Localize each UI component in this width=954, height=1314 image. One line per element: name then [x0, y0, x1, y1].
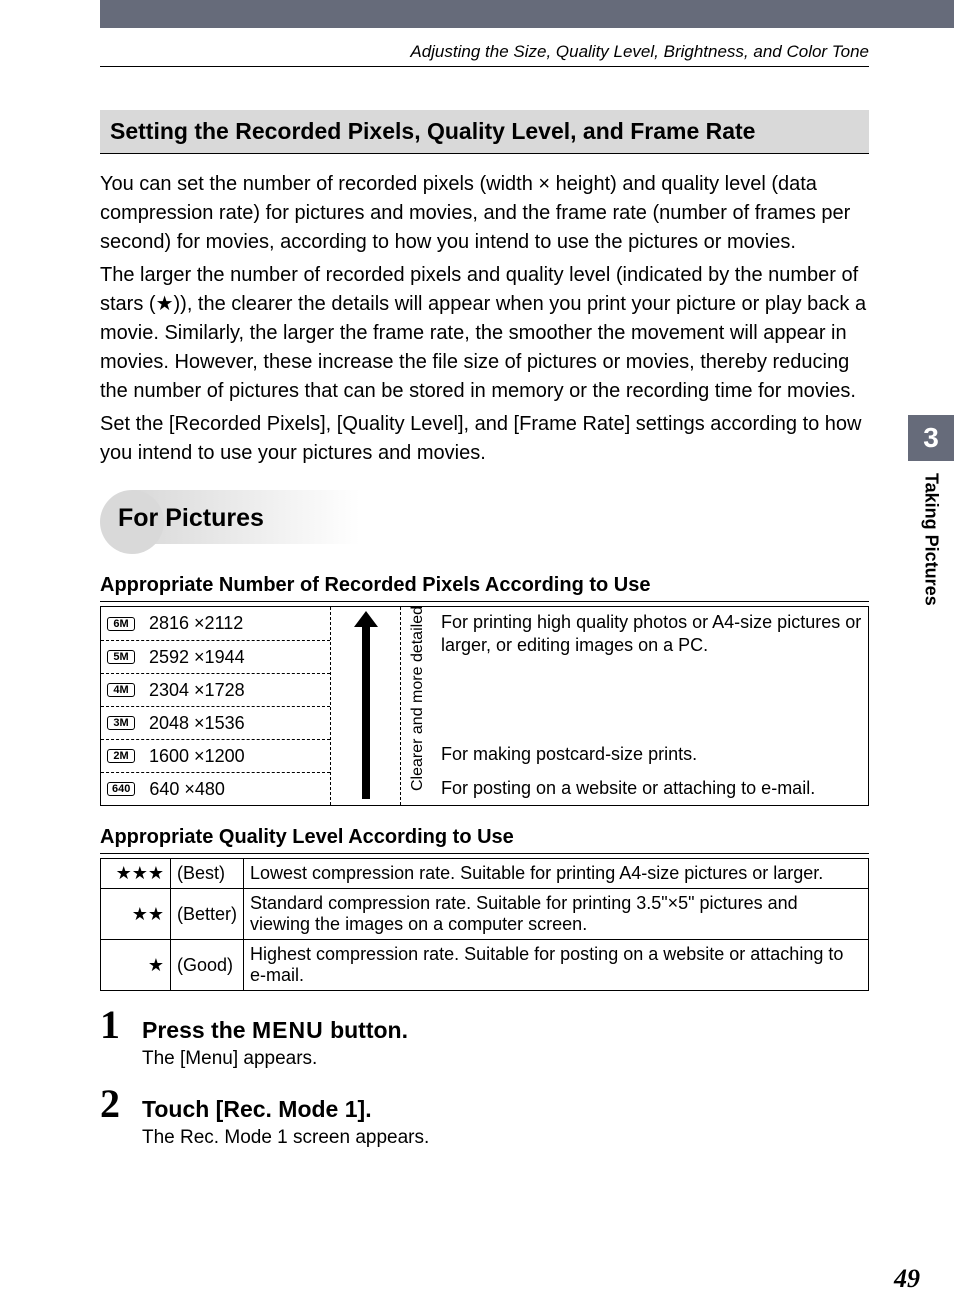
quality-stars: ★ [101, 940, 171, 991]
step-title: Touch [Rec. Mode 1]. [142, 1096, 869, 1123]
step-body: Press the MENU button. The [Menu] appear… [142, 1017, 869, 1070]
pixels-use-col: For printing high quality photos or A4-s… [401, 607, 868, 805]
section-heading: Setting the Recorded Pixels, Quality Lev… [100, 110, 869, 154]
pixels-arrow-col: Clearer and more detailed [331, 607, 401, 805]
step-body: Touch [Rec. Mode 1]. The Rec. Mode 1 scr… [142, 1096, 869, 1149]
px-badge: 3M [107, 716, 135, 730]
px-dim: 2304 ×1728 [149, 680, 245, 701]
running-header: Adjusting the Size, Quality Level, Brigh… [100, 42, 869, 67]
top-bar [100, 0, 954, 28]
px-badge: 6M [107, 617, 135, 631]
step-title-c: button. [324, 1017, 408, 1043]
px-row: 4M 2304 ×1728 [101, 673, 330, 706]
quality-stars: ★★★ [101, 859, 171, 889]
page-number: 49 [894, 1264, 920, 1294]
subsection-oval: For Pictures [100, 490, 869, 554]
pixels-table: 6M 2816 ×2112 5M 2592 ×1944 4M 2304 ×172… [100, 606, 869, 806]
use-bot: For posting on a website or attaching to… [441, 777, 864, 800]
step-desc: The [Menu] appears. [142, 1048, 869, 1070]
quality-label: (Better) [171, 889, 244, 940]
intro-p2-b: )), the clearer the details will appear … [100, 293, 866, 402]
pixels-left-col: 6M 2816 ×2112 5M 2592 ×1944 4M 2304 ×172… [101, 607, 331, 805]
table-row: ★★ (Better) Standard compression rate. S… [101, 889, 869, 940]
use-top: For printing high quality photos or A4-s… [441, 611, 864, 658]
step-title-a: Press the [142, 1017, 252, 1043]
px-badge: 4M [107, 683, 135, 697]
px-row: 2M 1600 ×1200 [101, 739, 330, 772]
intro-paragraph-2: The larger the number of recorded pixels… [100, 261, 869, 406]
px-dim: 2048 ×1536 [149, 713, 245, 734]
px-badge: 2M [107, 749, 135, 763]
px-dim: 640 ×480 [149, 779, 225, 800]
px-row: 640 640 ×480 [101, 772, 330, 805]
quality-subheading: Appropriate Quality Level According to U… [100, 826, 869, 854]
pixels-subheading: Appropriate Number of Recorded Pixels Ac… [100, 574, 869, 602]
star-icon: ★ [156, 293, 174, 315]
px-row: 6M 2816 ×2112 [101, 607, 330, 640]
subsection-title: For Pictures [118, 504, 264, 533]
oval-bg: For Pictures [100, 490, 360, 554]
quality-table: ★★★ (Best) Lowest compression rate. Suit… [100, 858, 869, 991]
px-dim: 2816 ×2112 [149, 613, 243, 634]
step-2: 2 Touch [Rec. Mode 1]. The Rec. Mode 1 s… [100, 1084, 869, 1149]
step-number: 2 [100, 1084, 142, 1124]
quality-stars: ★★ [101, 889, 171, 940]
step-desc: The Rec. Mode 1 screen appears. [142, 1127, 869, 1149]
intro-paragraph-3: Set the [Recorded Pixels], [Quality Leve… [100, 410, 869, 468]
arrow-body [362, 625, 370, 799]
chapter-number-box: 3 [908, 415, 954, 461]
px-badge: 640 [107, 782, 135, 796]
px-row: 3M 2048 ×1536 [101, 706, 330, 739]
px-dim: 2592 ×1944 [149, 647, 245, 668]
use-mid: For making postcard-size prints. [441, 743, 864, 766]
quality-desc: Lowest compression rate. Suitable for pr… [244, 859, 869, 889]
quality-desc: Highest compression rate. Suitable for p… [244, 940, 869, 991]
step-title: Press the MENU button. [142, 1017, 869, 1044]
px-row: 5M 2592 ×1944 [101, 640, 330, 673]
quality-label: (Best) [171, 859, 244, 889]
quality-label: (Good) [171, 940, 244, 991]
px-dim: 1600 ×1200 [149, 746, 245, 767]
quality-desc: Standard compression rate. Suitable for … [244, 889, 869, 940]
step-number: 1 [100, 1005, 142, 1045]
menu-button-label: MENU [252, 1017, 324, 1043]
side-tab: 3 Taking Pictures [908, 415, 954, 606]
px-badge: 5M [107, 650, 135, 664]
step-1: 1 Press the MENU button. The [Menu] appe… [100, 1005, 869, 1070]
table-row: ★ (Good) Highest compression rate. Suita… [101, 940, 869, 991]
chapter-title: Taking Pictures [921, 461, 942, 606]
main-content: Setting the Recorded Pixels, Quality Lev… [100, 110, 869, 1149]
intro-paragraph-1: You can set the number of recorded pixel… [100, 170, 869, 257]
table-row: ★★★ (Best) Lowest compression rate. Suit… [101, 859, 869, 889]
